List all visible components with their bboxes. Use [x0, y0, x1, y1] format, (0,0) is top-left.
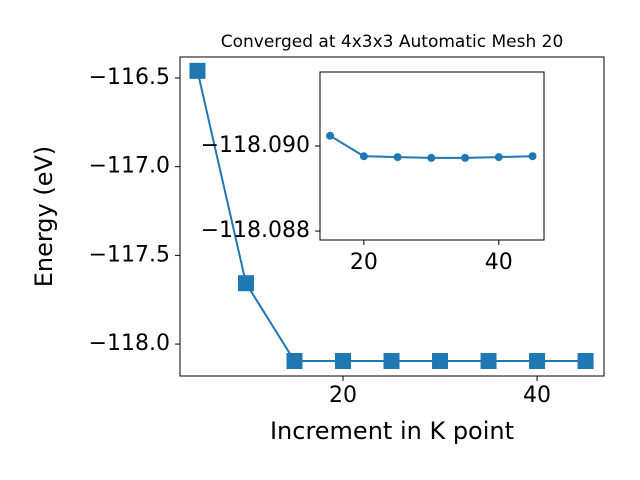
marker: [383, 353, 400, 370]
marker: [286, 353, 303, 370]
y-tick-label: −117.5: [89, 242, 170, 267]
y-tick-label: −118.0: [89, 331, 170, 356]
marker: [359, 152, 368, 161]
x-tick-label: 20: [350, 250, 378, 275]
chart-title: Converged at 4x3x3 Automatic Mesh 20: [221, 32, 564, 52]
marker: [461, 153, 470, 162]
marker: [494, 153, 503, 162]
marker: [528, 152, 537, 161]
marker: [480, 353, 497, 370]
y-tick-label: −116.5: [89, 65, 170, 90]
marker: [427, 153, 436, 162]
y-tick-label: −117.0: [89, 154, 170, 179]
marker: [189, 62, 206, 79]
axes-frame: [179, 56, 605, 377]
marker: [393, 153, 402, 162]
x-tick-label: 40: [523, 383, 551, 408]
x-tick-label: 20: [329, 383, 357, 408]
marker: [326, 131, 335, 140]
y-tick-label: −118.088: [201, 218, 310, 243]
marker: [432, 353, 449, 370]
x-axis-label: Increment in K point: [270, 417, 514, 445]
axes-frame: [319, 71, 545, 241]
marker: [237, 275, 254, 292]
x-tick-label: 40: [485, 250, 513, 275]
marker: [577, 353, 594, 370]
marker: [529, 353, 546, 370]
marker: [335, 353, 352, 370]
y-tick-label: −118.090: [201, 133, 310, 158]
y-axis-label: Energy (eV): [30, 146, 58, 288]
